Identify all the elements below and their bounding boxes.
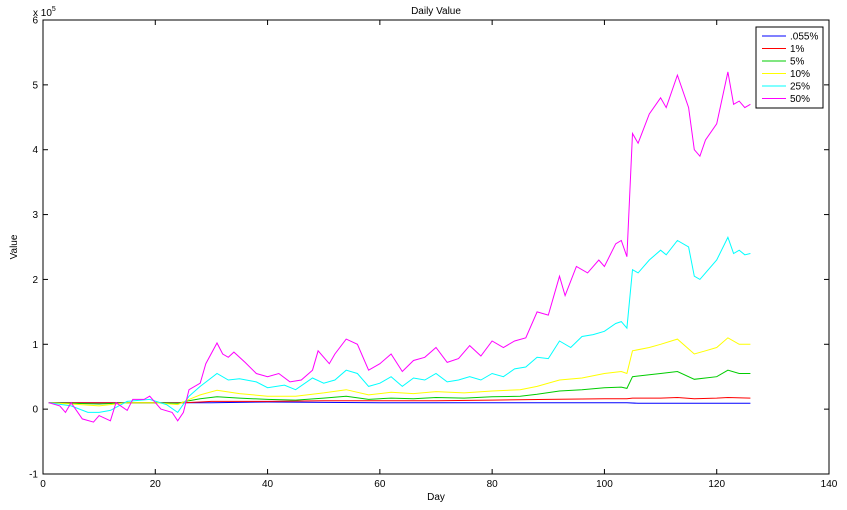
y-tick-label: 4 <box>32 145 38 156</box>
x-tick-label: 100 <box>596 479 613 490</box>
x-axis-label: Day <box>427 492 445 503</box>
series-line-2 <box>48 396 751 404</box>
y-tick-label: 1 <box>32 340 38 351</box>
x-tick-label: 120 <box>708 479 725 490</box>
legend-label-5: 25% <box>790 82 810 93</box>
x-tick-label: 20 <box>150 479 162 490</box>
legend-label-1: .055% <box>790 32 818 43</box>
legend: .055%1% 5%10% 25%50% <box>755 26 824 109</box>
y-tick-label: -1 <box>29 470 38 481</box>
y-tick-label: 5 <box>32 80 38 91</box>
y-axis-label: Value <box>9 234 20 259</box>
series-layer <box>48 71 751 423</box>
series-line-5 <box>48 236 751 414</box>
y-tick-label: 2 <box>32 275 38 286</box>
series-line-3 <box>48 369 751 405</box>
series-line-4 <box>48 337 751 407</box>
series-line-6 <box>48 71 751 423</box>
x-tick-label: 40 <box>262 479 274 490</box>
x-tick-label: 60 <box>374 479 386 490</box>
x-tick-label: 140 <box>821 479 838 490</box>
legend-label-3: 5% <box>790 57 805 68</box>
legend-label-2: 1% <box>790 44 805 55</box>
x-tick-label: 0 <box>40 479 46 490</box>
x-tick-label: 80 <box>487 479 499 490</box>
legend-label-6: 50% <box>790 94 810 105</box>
plot-frame <box>42 19 830 475</box>
y-exponent-label: x 105 <box>33 6 56 19</box>
legend-box <box>755 26 824 109</box>
y-tick-label: 3 <box>32 210 38 221</box>
y-tick-label: 0 <box>32 405 38 416</box>
legend-label-4: 10% <box>790 69 810 80</box>
chart-title: Daily Value <box>411 6 461 17</box>
y-tick-label: 6 <box>32 16 38 27</box>
